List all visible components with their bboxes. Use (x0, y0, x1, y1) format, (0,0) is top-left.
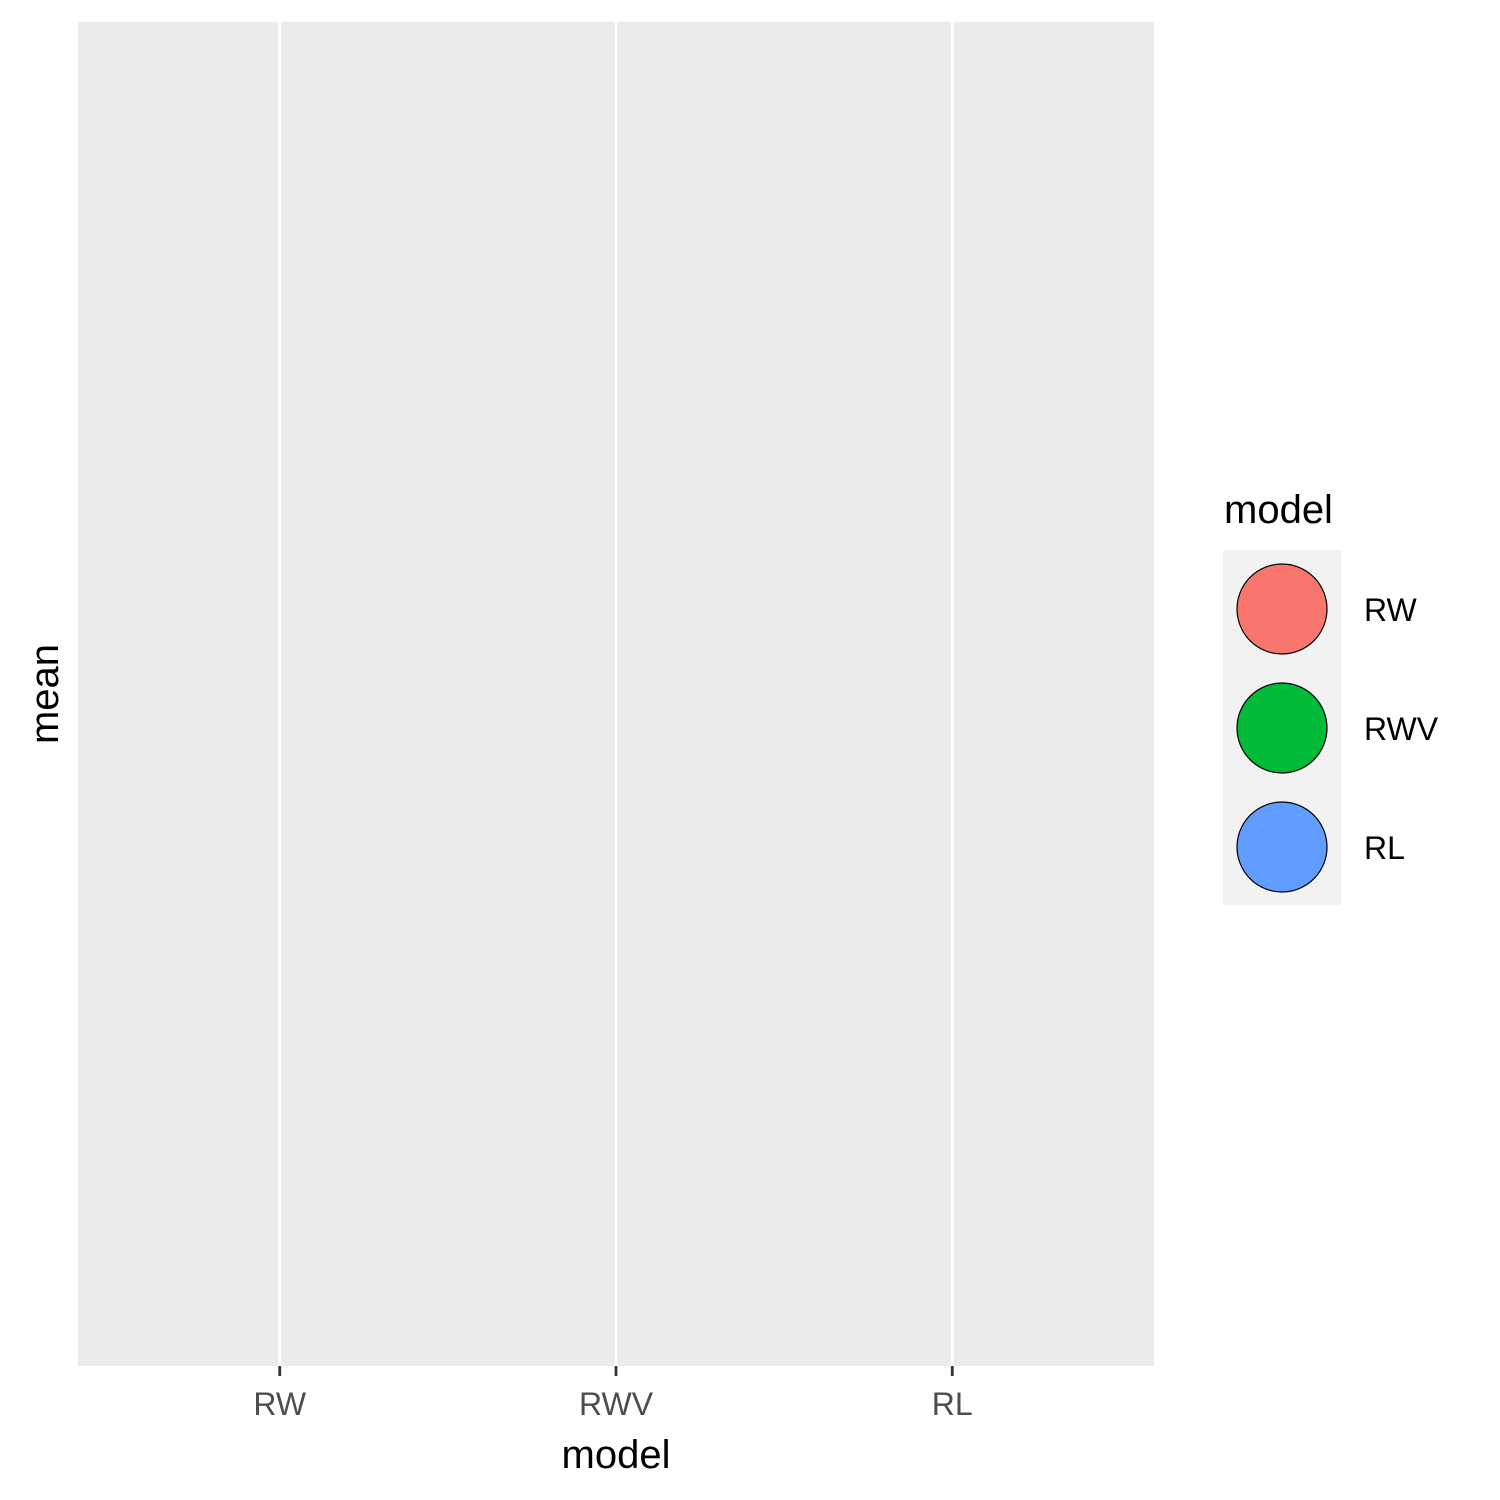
legend-label-rw: RW (1364, 592, 1418, 628)
legend-label-rwv: RWV (1364, 711, 1439, 747)
legend: model RW RWV RL (1223, 488, 1439, 905)
x-axis-title: model (562, 1433, 671, 1477)
legend-key-rw (1236, 563, 1328, 655)
legend-key-rl (1236, 801, 1328, 893)
x-axis-ticks (278, 1366, 954, 1376)
legend-label-rl: RL (1364, 830, 1405, 866)
legend-title: model (1224, 488, 1333, 532)
x-tick-label-rl: RL (932, 1386, 973, 1422)
x-axis-tick-labels: RW RWV RL (253, 1386, 972, 1422)
x-tick-label-rw: RW (253, 1386, 307, 1422)
y-axis-title: mean (23, 644, 67, 744)
legend-key-rwv (1236, 682, 1328, 774)
x-tick-label-rwv: RWV (579, 1386, 654, 1422)
gridlines (278, 22, 954, 1366)
